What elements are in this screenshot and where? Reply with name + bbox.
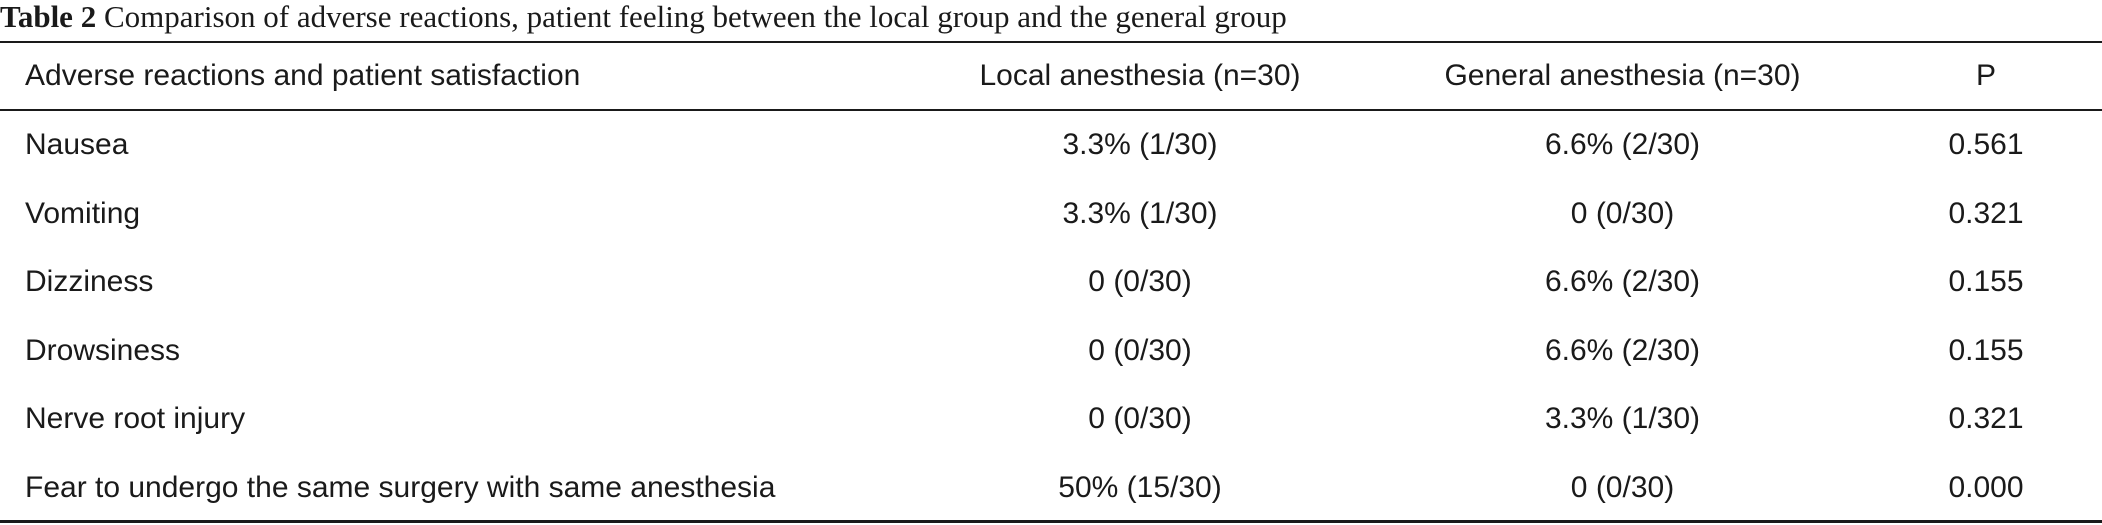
table-row: Nerve root injury 0 (0/30) 3.3% (1/30) 0… — [0, 385, 2102, 454]
cell-p: 0.155 — [1948, 333, 2024, 367]
cell-p: 0.000 — [1948, 470, 2024, 504]
cell-local: 3.3% (1/30) — [1062, 196, 1218, 230]
table-header: Adverse reactions and patient satisfacti… — [0, 43, 2102, 109]
cell-local: 0 (0/30) — [1088, 333, 1192, 367]
table-top-rule — [0, 41, 2102, 43]
cell-general: 3.3% (1/30) — [1544, 402, 1701, 436]
cell-local: 50% (15/30) — [1058, 470, 1222, 504]
cell-general: 0 (0/30) — [1570, 196, 1675, 230]
cell-p: 0.321 — [1948, 402, 2024, 436]
table-caption: Table 2 Comparison of adverse reactions,… — [0, 0, 1287, 40]
cell-general: 6.6% (2/30) — [1544, 265, 1701, 299]
cell-local: 0 (0/30) — [1088, 402, 1192, 436]
table-header-rule — [0, 109, 2102, 111]
cell-item: Drowsiness — [25, 333, 181, 367]
cell-local: 0 (0/30) — [1088, 265, 1192, 299]
table-body: Nausea 3.3% (1/30) 6.6% (2/30) 0.561 Vom… — [0, 111, 2102, 522]
cell-item: Nerve root injury — [25, 402, 246, 436]
cell-item: Vomiting — [25, 196, 141, 230]
cell-p: 0.155 — [1948, 265, 2024, 299]
column-header-item: Adverse reactions and patient satisfacti… — [25, 59, 581, 92]
table-row: Drowsiness 0 (0/30) 6.6% (2/30) 0.155 — [0, 317, 2102, 386]
cell-item: Nausea — [25, 128, 129, 162]
column-header-p: P — [1975, 59, 1996, 92]
table-caption-label: Table 2 — [0, 0, 97, 34]
column-header-local: Local anesthesia (n=30) — [979, 59, 1301, 92]
cell-local: 3.3% (1/30) — [1062, 128, 1218, 162]
cell-general: 6.6% (2/30) — [1544, 128, 1701, 162]
table-row: Vomiting 3.3% (1/30) 0 (0/30) 0.321 — [0, 180, 2102, 249]
table-row: Fear to undergo the same surgery with sa… — [0, 454, 2102, 523]
table-header-row: Adverse reactions and patient satisfacti… — [0, 43, 2102, 109]
table-row: Nausea 3.3% (1/30) 6.6% (2/30) 0.561 — [0, 111, 2102, 180]
table-caption-text: Comparison of adverse reactions, patient… — [103, 0, 1287, 34]
cell-p: 0.321 — [1948, 196, 2024, 230]
table-bottom-rule — [0, 520, 2102, 523]
cell-general: 0 (0/30) — [1570, 470, 1675, 504]
cell-general: 6.6% (2/30) — [1544, 333, 1701, 367]
column-header-general: General anesthesia (n=30) — [1444, 59, 1801, 92]
table-row: Dizziness 0 (0/30) 6.6% (2/30) 0.155 — [0, 248, 2102, 317]
cell-p: 0.561 — [1948, 128, 2024, 162]
cell-item: Fear to undergo the same surgery with sa… — [25, 470, 776, 504]
cell-item: Dizziness — [25, 265, 154, 299]
